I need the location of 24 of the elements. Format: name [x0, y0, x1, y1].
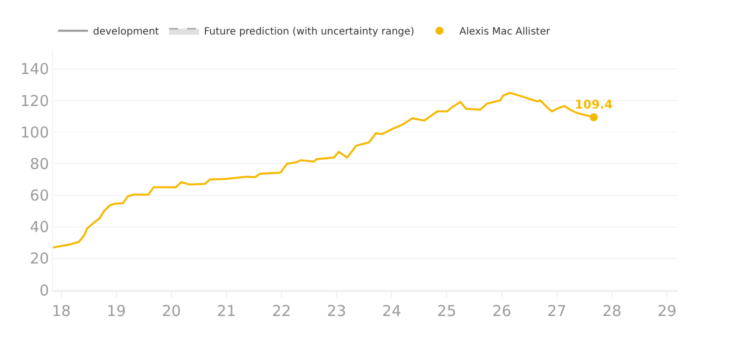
x-tick-label: 21 — [216, 302, 236, 320]
y-tick-label: 140 — [20, 60, 49, 78]
y-tick-label: 40 — [30, 218, 49, 236]
x-tick-label: 20 — [162, 302, 181, 320]
x-tick-label: 22 — [272, 302, 292, 320]
x-tick-label: 25 — [437, 302, 456, 320]
x-tick-label: 26 — [492, 302, 512, 320]
x-tick-label: 27 — [547, 302, 566, 320]
x-tick-label: 19 — [106, 302, 126, 320]
x-tick-label: 18 — [52, 302, 71, 320]
data-label: 109.4 — [574, 97, 613, 112]
x-tick-label: 24 — [382, 302, 402, 320]
y-tick-label: 100 — [20, 123, 49, 142]
y-tick-label: 60 — [30, 186, 49, 205]
legend-label: Future prediction (with uncertainty range) — [204, 26, 414, 38]
y-tick-label: 80 — [30, 154, 49, 173]
y-tick-label: 120 — [20, 92, 49, 110]
legend-label: Alexis Mac Allister — [459, 26, 551, 38]
y-tick-label: 20 — [30, 250, 49, 268]
x-tick-label: 29 — [657, 302, 677, 320]
legend-label: development — [93, 26, 160, 38]
x-tick-label: 23 — [327, 302, 346, 320]
x-tick-label: 28 — [602, 302, 622, 320]
y-tick-label: 0 — [39, 281, 49, 300]
